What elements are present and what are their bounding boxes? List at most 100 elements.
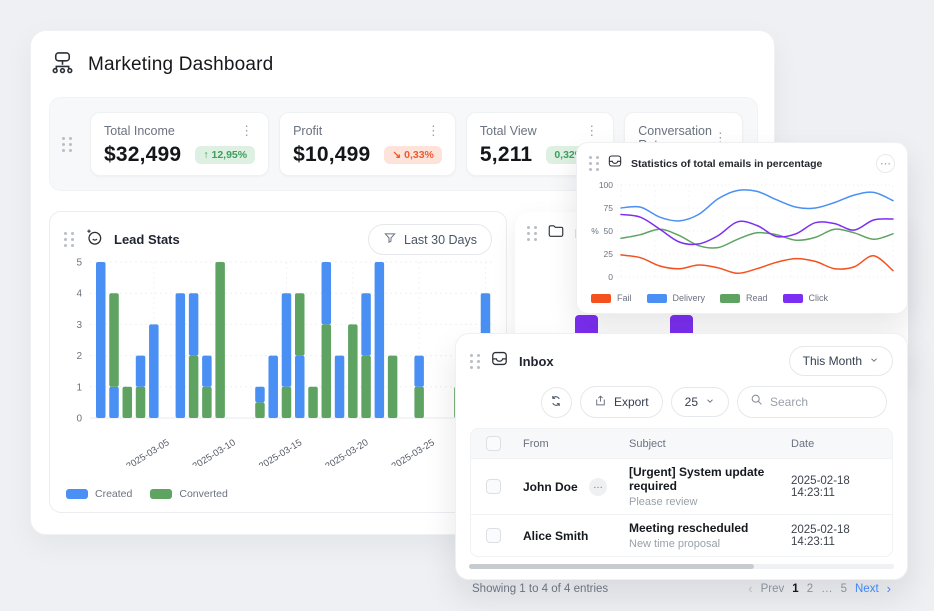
from-cell: Alice Smith (515, 523, 621, 549)
period-label: This Month (802, 354, 862, 368)
kebab-menu-icon[interactable]: ⋮ (240, 123, 254, 138)
legend-label: Created (95, 488, 133, 500)
search-box (737, 386, 887, 418)
kebab-menu-icon[interactable]: ⋮ (426, 123, 440, 138)
entries-summary: Showing 1 to 4 of 4 entries (472, 582, 609, 595)
chevron-down-icon (705, 395, 715, 409)
svg-text:2025-03-15: 2025-03-15 (257, 437, 304, 466)
inbox-icon (490, 349, 509, 373)
svg-text:25: 25 (604, 249, 614, 259)
svg-text:4: 4 (76, 289, 82, 300)
date-value: 2025-02-18 14:23:11 (791, 523, 850, 548)
select-all-checkbox[interactable] (485, 436, 501, 451)
legend-swatch (646, 293, 667, 303)
legend-item: Read (720, 293, 768, 303)
folder-icon (547, 222, 565, 245)
column-header: From (523, 437, 549, 450)
period-select[interactable]: This Month (788, 346, 893, 376)
subject-cell: [Urgent] System update required Please re… (621, 459, 783, 514)
mail-row[interactable]: Alice Smith Meeting rescheduled New time p… (471, 514, 892, 556)
subject-cell: Meeting rescheduled New time proposal (621, 515, 783, 556)
row-menu-button[interactable]: … (589, 477, 607, 496)
row-checkbox[interactable] (485, 479, 501, 494)
last-30-days-filter-button[interactable]: Last 30 Days (368, 224, 492, 255)
page-button[interactable]: 2 (806, 582, 814, 595)
drag-handle[interactable] (527, 226, 537, 241)
email-stats-panel: Statistics of total emails in percentage… (576, 142, 908, 314)
subject-text: [Urgent] System update required (629, 465, 765, 493)
stat-label: Total Income (104, 124, 175, 138)
inbox-header: Inbox This Month (456, 334, 907, 376)
drag-handle[interactable] (470, 353, 480, 369)
search-input[interactable] (770, 395, 874, 409)
drag-handle[interactable] (62, 136, 72, 152)
svg-text:2: 2 (76, 351, 82, 362)
row-checkbox[interactable] (485, 528, 501, 543)
export-button[interactable]: Export (579, 386, 663, 418)
refresh-button[interactable] (540, 386, 572, 418)
lead-stats-panel: Lead Stats Last 30 Days 0 1 2 3 4 5 2025-03-05… (49, 211, 507, 513)
page-size-value: 25 (684, 395, 698, 409)
search-icon (750, 393, 763, 411)
kebab-menu-icon[interactable]: ⋮ (585, 123, 599, 138)
svg-text:50: 50 (604, 226, 614, 236)
next-button[interactable]: Next (855, 582, 879, 595)
page-button[interactable]: 1 (792, 582, 799, 595)
lead-stats-title: Lead Stats (114, 232, 180, 247)
mail-row[interactable]: John Doe … [Urgent] System update required… (471, 458, 892, 514)
prev-chevron[interactable]: ‹ (748, 581, 753, 596)
email-stats-legend: Fail Delivery Read Click (591, 293, 828, 303)
inbox-panel: Inbox This Month Export (455, 333, 908, 596)
page-button[interactable]: 5 (840, 582, 847, 595)
legend-item: Fail (591, 293, 632, 303)
column-header: Date (791, 437, 815, 450)
legend-label: Converted (179, 488, 228, 500)
page-ellipsis[interactable]: … (821, 582, 833, 595)
stat-card: Total Income ⋮ $32,499 ↑ 12,95% (90, 112, 270, 176)
legend-item: Delivery (646, 293, 706, 303)
export-icon (594, 394, 607, 410)
stat-value: $32,499 (104, 143, 182, 166)
prev-button[interactable]: Prev (760, 582, 785, 595)
panel-menu-button[interactable]: ⋯ (876, 154, 895, 173)
date-cell: 2025-02-18 14:23:11 (783, 469, 892, 505)
legend-item: Converted (150, 488, 228, 500)
dashboard-header: Marketing Dashboard (31, 31, 774, 85)
legend-label: Fail (617, 293, 632, 303)
scrollbar-thumb[interactable] (469, 564, 754, 569)
pagination: ‹ Prev 1 2 … 5 Next › (748, 581, 891, 596)
funnel-icon (383, 231, 397, 248)
inbox-footer: Showing 1 to 4 of 4 entries ‹ Prev 1 2 … 5 Nex… (456, 569, 907, 596)
legend-swatch (591, 293, 611, 303)
svg-text:0: 0 (608, 272, 613, 282)
filter-label: Last 30 Days (404, 232, 477, 247)
sender-name: Alice Smith (523, 528, 589, 543)
svg-text:2025-03-20: 2025-03-20 (323, 437, 370, 466)
legend-label: Delivery (672, 293, 706, 303)
horizontal-scrollbar (469, 564, 894, 569)
row-check-cell (471, 522, 515, 549)
column-header: Subject (629, 437, 666, 450)
sender-name: John Doe (523, 479, 578, 494)
legend-swatch (66, 489, 88, 499)
svg-text:2025-03-05: 2025-03-05 (124, 437, 171, 466)
stat-card-top: Profit ⋮ (293, 124, 442, 138)
stat-label: Profit (293, 124, 323, 138)
kebab-menu-icon[interactable]: ⋮ (713, 130, 727, 145)
legend-swatch (150, 489, 173, 499)
from-cell: John Doe … (515, 472, 621, 502)
email-stats-header: Statistics of total emails in percentage… (577, 143, 907, 174)
legend-swatch (720, 293, 741, 303)
drag-handle[interactable] (64, 232, 74, 247)
drag-handle[interactable] (589, 156, 599, 171)
row-check-cell (471, 473, 515, 500)
stat-label: Total View (479, 124, 537, 138)
next-chevron[interactable]: › (886, 581, 891, 596)
date-cell: 2025-02-18 14:23:11 (783, 518, 892, 554)
page-size-select[interactable]: 25 (670, 387, 729, 417)
stat-card: Profit ⋮ $10,499 ↘ 0,33% (279, 112, 456, 176)
svg-text:0: 0 (76, 414, 82, 425)
stat-card-top: Total View ⋮ (480, 124, 600, 138)
stat-card-top: Total Income ⋮ (104, 124, 255, 138)
svg-text:75: 75 (604, 203, 614, 213)
